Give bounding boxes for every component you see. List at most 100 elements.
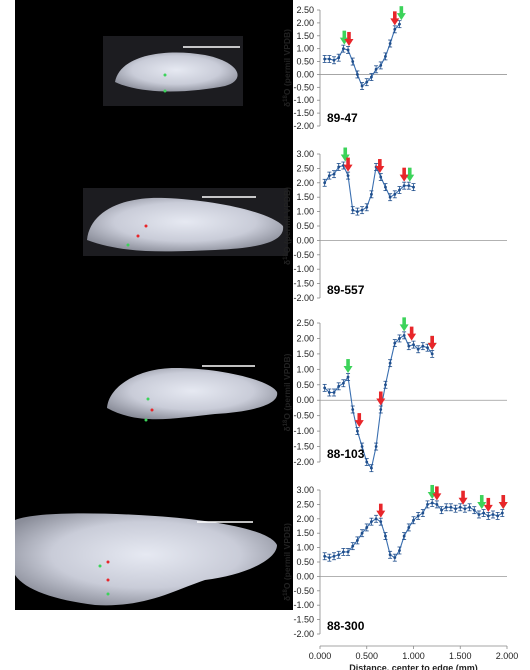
green-arrow (399, 317, 409, 332)
y-tick-label: -1.00 (293, 264, 314, 274)
data-point (397, 334, 402, 343)
chart-panel-88-103: 2.50 2.00 1.50 1.00 0.50 0.00 -0.50 -1.00 -1.50 -… (282, 317, 507, 473)
data-point (444, 503, 449, 512)
red-arrow (483, 497, 493, 512)
data-point (406, 523, 411, 532)
data-point (346, 171, 351, 180)
data-point (439, 506, 444, 515)
data-point (476, 510, 481, 519)
data-point (388, 550, 393, 559)
y-tick-label: 2.00 (296, 18, 314, 28)
data-point (322, 178, 327, 187)
otolith-image-89-47 (103, 36, 243, 106)
data-point (425, 500, 430, 509)
y-tick-label: -2.00 (293, 121, 314, 131)
data-point (406, 181, 411, 190)
y-tick-label: 0.50 (296, 380, 314, 390)
y-tick-label: 0.50 (296, 57, 314, 67)
data-point (336, 53, 341, 62)
panel-label: 88-103 (327, 447, 365, 461)
data-point (378, 173, 383, 181)
y-axis-title: δ18O (permil VPDB) (282, 353, 292, 431)
red-arrow (498, 495, 508, 510)
data-point (383, 183, 388, 192)
data-point (322, 383, 327, 392)
green-arrow (340, 147, 350, 162)
otolith-image-89-557 (83, 188, 288, 256)
y-axis-title: δ18O (permil VPDB) (282, 29, 292, 107)
y-tick-label: -1.50 (293, 615, 314, 625)
x-tick-label: 0.500 (355, 651, 378, 661)
y-axis-title: δ18O (permil VPDB) (282, 523, 292, 601)
y-tick-label: -1.50 (293, 279, 314, 289)
data-point (472, 506, 477, 515)
data-point (392, 339, 397, 347)
data-point (374, 514, 379, 523)
data-point (364, 523, 369, 532)
data-point (364, 78, 369, 87)
data-point (411, 183, 416, 192)
data-point (486, 512, 491, 520)
y-tick-label: -2.00 (293, 629, 314, 639)
data-point (341, 548, 346, 556)
y-tick-label: 1.00 (296, 364, 314, 374)
y-tick-label: -2.00 (293, 457, 314, 467)
data-point (341, 161, 346, 170)
red-arrow (407, 326, 417, 341)
data-point (341, 379, 346, 388)
data-point (392, 553, 397, 562)
data-point (355, 207, 360, 216)
red-arrow (343, 157, 353, 172)
data-point (481, 509, 486, 517)
x-tick-label: 1.000 (402, 651, 425, 661)
data-point (369, 190, 374, 199)
data-point (355, 70, 360, 79)
data-point (430, 349, 435, 358)
data-point (402, 181, 407, 190)
data-point (462, 504, 467, 513)
data-point (448, 503, 453, 512)
red-arrow (432, 486, 442, 501)
chart-panel-89-47: 2.50 2.00 1.50 1.00 0.50 0.00 -0.50 -1.00 -1.50 -… (282, 5, 507, 131)
data-point (355, 536, 360, 545)
y-tick-label: 0.00 (296, 235, 314, 245)
y-tick-label: 1.50 (296, 31, 314, 41)
otolith-photos (15, 36, 288, 606)
green-arrow (396, 6, 406, 21)
y-tick-label: -1.00 (293, 600, 314, 610)
data-point (453, 504, 458, 513)
y-tick-label: 0.00 (296, 395, 314, 405)
data-point (336, 550, 341, 559)
data-point (392, 25, 397, 34)
red-arrow (344, 31, 354, 46)
data-point (495, 512, 500, 520)
data-point (490, 510, 495, 519)
data-point (411, 516, 416, 525)
data-point (402, 331, 407, 340)
y-tick-label: 1.50 (296, 349, 314, 359)
panel-label: 89-557 (327, 283, 365, 297)
data-point (458, 503, 463, 512)
data-point (406, 342, 411, 351)
y-tick-label: 2.50 (296, 318, 314, 328)
y-tick-label: 1.50 (296, 192, 314, 202)
data-point (346, 373, 351, 381)
data-point (378, 517, 383, 526)
data-point (383, 52, 388, 61)
data-point (350, 405, 355, 414)
y-tick-label: -0.50 (293, 411, 314, 421)
y-tick-label: -2.00 (293, 293, 314, 303)
data-point (350, 542, 355, 551)
series-line (324, 164, 414, 213)
data-point (392, 190, 397, 199)
y-tick-label: 0.50 (296, 221, 314, 231)
data-point (369, 517, 374, 526)
data-point (327, 55, 332, 63)
data-point (420, 509, 425, 517)
data-point (322, 55, 327, 63)
data-point (341, 44, 346, 53)
data-point (332, 56, 337, 65)
green-arrow (477, 495, 487, 510)
data-point (467, 503, 472, 512)
data-point (378, 61, 383, 70)
